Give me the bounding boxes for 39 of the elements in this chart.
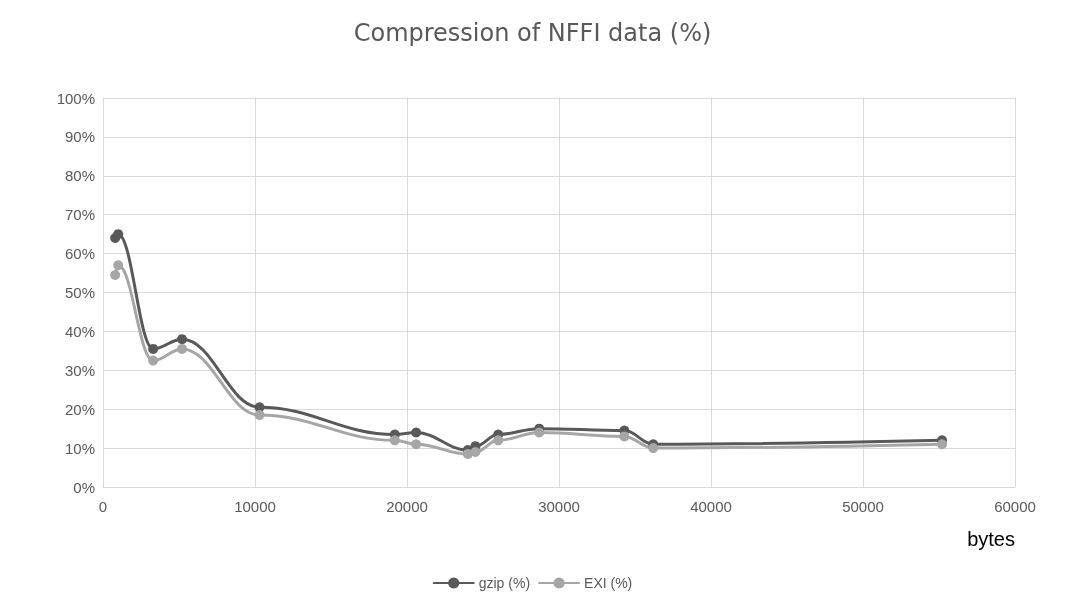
x-tick-label: 10000 [234, 498, 276, 515]
x-tick-label: 30000 [538, 498, 580, 515]
y-tick-label: 10% [64, 439, 95, 457]
point [110, 270, 121, 280]
chart-title: Compression of NFFI data (%) [353, 19, 712, 47]
x-tick-label: 20000 [386, 498, 428, 515]
point [937, 439, 948, 450]
point [619, 431, 630, 442]
point [148, 343, 159, 354]
y-tick-label: 30% [64, 361, 95, 379]
y-tick-label: 0% [73, 478, 95, 496]
legend-label: gzip (%) [478, 575, 531, 591]
point [177, 334, 188, 345]
point [493, 435, 504, 446]
y-tick-label: 50% [64, 284, 95, 301]
y-tick-label: 40% [64, 322, 95, 340]
point [148, 355, 159, 366]
y-tick-label: 60% [64, 245, 95, 263]
legend-label: EXI (%) [584, 575, 633, 591]
point [177, 343, 188, 354]
x-tick-label: 40000 [690, 498, 732, 515]
point [411, 439, 422, 450]
point [534, 427, 545, 438]
point [113, 229, 124, 240]
x-tick-label: 0 [98, 498, 108, 515]
x-tick-label: 50000 [842, 498, 884, 515]
x-tick-label: 60000 [994, 498, 1036, 515]
y-tick-label: 100% [56, 89, 95, 107]
y-tick-label: 20% [64, 400, 95, 418]
y-tick-label: 70% [64, 206, 95, 224]
point [648, 443, 659, 454]
point [411, 427, 422, 438]
y-tick-label: 90% [64, 128, 95, 146]
y-tick-label: 80% [64, 167, 95, 185]
point [470, 446, 481, 457]
point [254, 410, 265, 421]
point [389, 435, 400, 446]
point [113, 260, 124, 271]
x-axis-title: bytes [967, 528, 1015, 550]
